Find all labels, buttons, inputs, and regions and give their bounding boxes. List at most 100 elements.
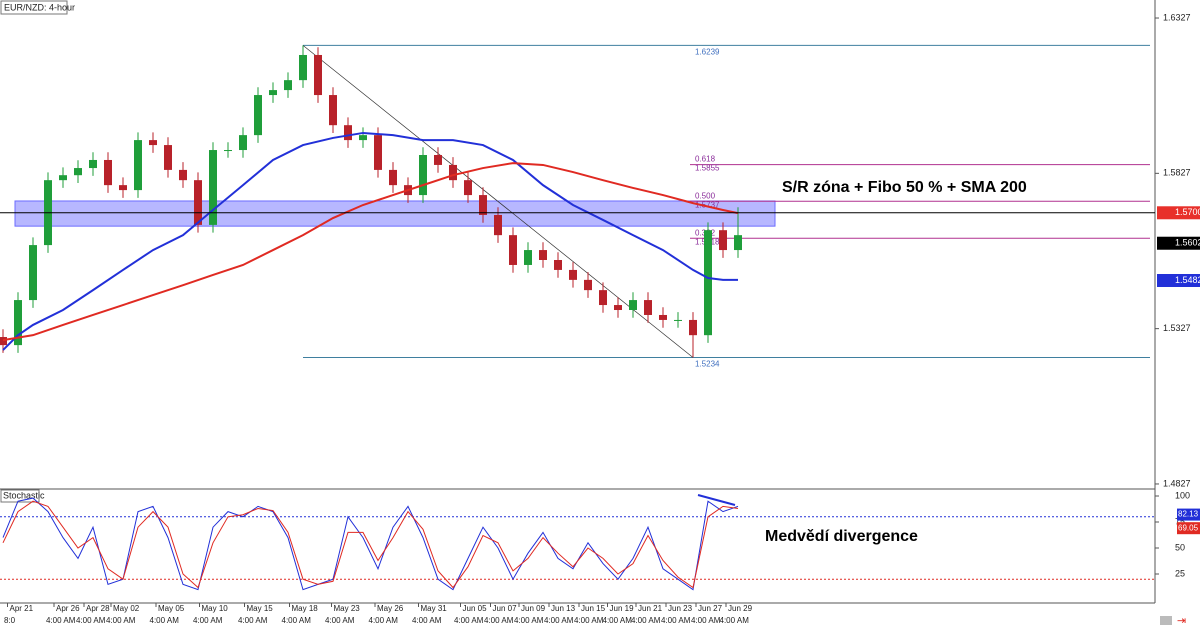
candle-body xyxy=(149,140,157,146)
time-tick-label: 4:00 AM xyxy=(484,616,514,625)
candle-body xyxy=(629,300,637,311)
x-tick-label: May 05 xyxy=(158,604,185,613)
time-tick-label: 4:00 AM xyxy=(282,616,312,625)
candle-body xyxy=(644,300,652,315)
candle-body xyxy=(434,155,442,165)
x-tick-label: Jun 13 xyxy=(551,604,576,613)
time-tick-label: 4:00 AM xyxy=(691,616,721,625)
time-tick-label: 4:00 AM xyxy=(369,616,399,625)
candle-body xyxy=(689,319,697,336)
candle-body xyxy=(104,159,112,186)
candle-body xyxy=(269,90,277,96)
stoch-title: Stochastic xyxy=(3,490,45,500)
candle-body xyxy=(284,80,292,91)
candle-body xyxy=(179,169,187,181)
fib-ratio: 0.500 xyxy=(695,191,716,200)
candle-body xyxy=(674,319,682,321)
time-tick-label: 8:0 xyxy=(4,616,16,625)
fib-label: 1.5234 xyxy=(695,360,720,369)
time-tick-label: 4:00 AM xyxy=(46,616,76,625)
x-tick-label: Apr 28 xyxy=(86,604,110,613)
candle-body xyxy=(344,125,352,141)
y-tick-label: 1.6327 xyxy=(1163,12,1191,22)
candle-body xyxy=(134,140,142,191)
value-marker-label: 82.13 xyxy=(1178,510,1199,519)
candle-body xyxy=(479,195,487,215)
time-tick-label: 4:00 AM xyxy=(412,616,442,625)
x-tick-label: Jun 05 xyxy=(463,604,488,613)
candle-body xyxy=(0,337,7,346)
candle-body xyxy=(554,259,562,270)
candle-body xyxy=(464,180,472,196)
price-marker-label: 1.5602 xyxy=(1175,238,1200,248)
time-tick-label: 4:00 AM xyxy=(514,616,544,625)
y-tick-label: 25 xyxy=(1175,568,1185,578)
fib-price: 1.5855 xyxy=(695,164,720,173)
time-tick-label: 4:00 AM xyxy=(603,616,633,625)
x-tick-label: Jun 23 xyxy=(668,604,693,613)
chart-title: EUR/NZD: 4-hour xyxy=(4,2,75,12)
time-tick-label: 4:00 AM xyxy=(238,616,268,625)
candle-body xyxy=(524,250,532,265)
candle-body xyxy=(374,135,382,170)
candle-body xyxy=(164,145,172,170)
x-tick-label: May 26 xyxy=(377,604,404,613)
time-tick-label: 4:00 AM xyxy=(76,616,106,625)
candle-body xyxy=(659,314,667,320)
time-tick-label: 4:00 AM xyxy=(106,616,136,625)
x-tick-label: Apr 21 xyxy=(10,604,34,613)
time-tick-label: 4:00 AM xyxy=(544,616,574,625)
candle-body xyxy=(329,95,337,126)
x-tick-label: Apr 26 xyxy=(56,604,80,613)
price-marker-label: 1.5700 xyxy=(1175,207,1200,217)
value-marker xyxy=(1177,522,1200,535)
time-tick-label: 4:00 AM xyxy=(193,616,223,625)
camera-icon[interactable] xyxy=(1160,616,1172,625)
time-tick-label: 4:00 AM xyxy=(574,616,604,625)
x-tick-label: Jun 19 xyxy=(610,604,635,613)
price-marker xyxy=(1157,236,1200,250)
moving-average xyxy=(2,162,739,342)
candle-body xyxy=(239,135,247,151)
x-tick-label: Jun 07 xyxy=(493,604,518,613)
price-marker xyxy=(1157,206,1200,220)
candle-body xyxy=(539,250,547,260)
y-tick-label: 1.5327 xyxy=(1163,323,1191,333)
annotation: S/R zóna + Fibo 50 % + SMA 200 xyxy=(782,179,1027,196)
candle-body xyxy=(719,230,727,251)
candle-body xyxy=(59,175,67,181)
x-tick-label: May 31 xyxy=(421,604,448,613)
x-tick-label: May 02 xyxy=(113,604,140,613)
candle-body xyxy=(494,214,502,236)
candle-body xyxy=(299,54,307,81)
x-tick-label: Jun 09 xyxy=(521,604,546,613)
x-tick-label: May 10 xyxy=(202,604,229,613)
y-tick-label: 50 xyxy=(1175,542,1185,552)
candle-body xyxy=(449,164,457,181)
moving-average xyxy=(2,131,738,351)
fib-price: 1.5737 xyxy=(695,200,720,209)
fib-label: 1.6239 xyxy=(695,47,720,56)
expand-icon[interactable]: ⇥ xyxy=(1177,615,1186,627)
x-tick-label: Jun 21 xyxy=(638,604,663,613)
y-tick-label: 100 xyxy=(1175,490,1190,500)
x-tick-label: Jun 29 xyxy=(728,604,753,613)
candle-body xyxy=(614,305,622,311)
annotation: Medvědí divergence xyxy=(765,528,918,545)
candle-body xyxy=(314,54,322,96)
candle-body xyxy=(599,290,607,306)
sr-zone xyxy=(14,200,776,227)
candle-body xyxy=(359,135,367,141)
time-tick-label: 4:00 AM xyxy=(325,616,355,625)
candle-body xyxy=(224,150,232,152)
price-marker-label: 1.5482 xyxy=(1175,275,1200,285)
stoch-line xyxy=(2,497,739,591)
candle-body xyxy=(569,269,577,280)
time-tick-label: 4:00 AM xyxy=(631,616,661,625)
candle-body xyxy=(734,235,742,251)
y-tick-label: 75 xyxy=(1175,516,1185,526)
value-marker-label: 69.05 xyxy=(1178,523,1199,532)
candle-body xyxy=(419,155,427,196)
